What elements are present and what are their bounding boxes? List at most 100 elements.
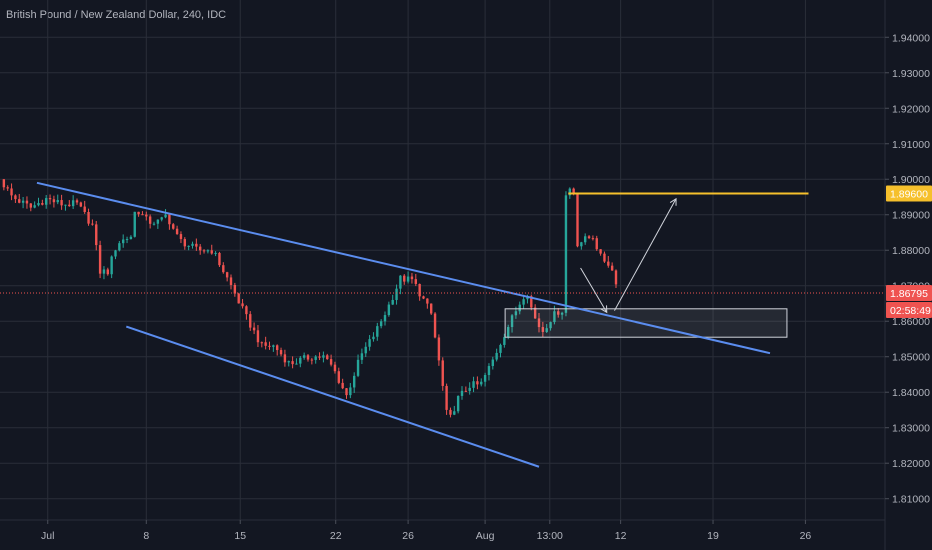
candle-body bbox=[533, 307, 537, 319]
candle-body bbox=[468, 387, 471, 391]
candle-body bbox=[426, 298, 429, 304]
candle-body bbox=[87, 211, 90, 224]
candle-body bbox=[256, 330, 260, 343]
candle-body bbox=[403, 275, 406, 282]
candle-body bbox=[79, 202, 83, 207]
time-axis[interactable]: Jul 8 15 22 26 Aug 13:00 12 19 26 bbox=[41, 520, 811, 542]
candle-body bbox=[71, 200, 75, 207]
candle-body bbox=[322, 355, 325, 358]
candle-body bbox=[168, 214, 171, 225]
y-tick-label: 1.90000 bbox=[892, 174, 930, 186]
candle-body bbox=[106, 269, 109, 275]
candle-body bbox=[264, 342, 267, 346]
candle-body bbox=[491, 359, 494, 367]
candle-body bbox=[483, 374, 487, 382]
candle-body bbox=[537, 318, 541, 328]
candle-body bbox=[383, 315, 387, 322]
candle-body bbox=[549, 322, 552, 329]
candle-body bbox=[560, 312, 564, 315]
annotations[interactable] bbox=[0, 181, 885, 468]
candle-body bbox=[580, 242, 583, 247]
upper-trendline bbox=[36, 181, 771, 355]
candle-body bbox=[241, 303, 244, 307]
candle-body bbox=[568, 188, 571, 196]
x-tick-label: 8 bbox=[143, 530, 149, 542]
candle-body bbox=[460, 390, 464, 396]
price-axis[interactable]: 1.94000 1.93000 1.92000 1.91000 1.90000 1.890… bbox=[885, 32, 930, 506]
candle-body bbox=[95, 224, 98, 246]
candle-body bbox=[557, 311, 560, 315]
candle-body bbox=[2, 179, 6, 188]
x-tick-label: Aug bbox=[476, 530, 495, 542]
candle-body bbox=[41, 203, 44, 205]
candle-body bbox=[91, 223, 94, 225]
candle-body bbox=[45, 198, 48, 205]
candle-body bbox=[430, 303, 433, 314]
candle-body bbox=[160, 217, 163, 220]
candle-body bbox=[52, 199, 56, 203]
candle-body bbox=[449, 409, 452, 415]
candle-body bbox=[522, 299, 525, 305]
candle-body bbox=[326, 355, 329, 360]
candle-body bbox=[379, 321, 383, 327]
candle-body bbox=[360, 353, 364, 360]
candle-body bbox=[29, 203, 32, 208]
candle-body bbox=[118, 243, 121, 251]
candle-body bbox=[480, 381, 483, 385]
candle-body bbox=[141, 214, 144, 216]
y-tick-label: 1.94000 bbox=[892, 32, 930, 44]
candle-body bbox=[21, 200, 25, 203]
last-price-label-text: 1.86795 bbox=[890, 288, 928, 300]
candle-body bbox=[75, 200, 79, 203]
candle-body bbox=[422, 296, 425, 299]
candle-body bbox=[503, 337, 506, 345]
y-tick-label: 1.81000 bbox=[892, 494, 930, 506]
y-tick-label: 1.91000 bbox=[892, 139, 930, 151]
candle-body bbox=[614, 270, 618, 285]
candle-body bbox=[233, 284, 237, 294]
candle-body bbox=[564, 195, 568, 313]
candle-body bbox=[295, 363, 298, 365]
candle-body bbox=[122, 239, 125, 244]
x-tick-label: 19 bbox=[707, 530, 719, 542]
candle-body bbox=[514, 311, 518, 316]
candle-body bbox=[518, 304, 521, 312]
candle-body bbox=[252, 327, 256, 331]
candle-body bbox=[487, 366, 491, 375]
candle-body bbox=[125, 239, 129, 241]
candle-body bbox=[64, 204, 67, 206]
candle-body bbox=[472, 381, 475, 388]
candle-body bbox=[599, 249, 602, 254]
candle-body bbox=[364, 346, 367, 354]
candle-body bbox=[345, 388, 348, 396]
candle-body bbox=[164, 214, 167, 218]
candle-body bbox=[156, 219, 160, 224]
candle-body bbox=[349, 387, 352, 396]
countdown-label-text: 02:58:49 bbox=[890, 305, 931, 317]
candle-body bbox=[218, 252, 221, 266]
candle-body bbox=[545, 328, 548, 332]
candle-body bbox=[603, 253, 606, 262]
resistance-price-label-text: 1.89600 bbox=[890, 188, 928, 200]
candle-body bbox=[333, 364, 337, 372]
candle-body bbox=[37, 203, 40, 206]
candle-body bbox=[584, 236, 587, 243]
candle-body bbox=[399, 275, 402, 289]
candle-body bbox=[279, 350, 283, 355]
candle-body bbox=[195, 243, 198, 247]
x-tick-label: 15 bbox=[234, 530, 246, 542]
candle-body bbox=[414, 279, 417, 284]
candle-body bbox=[83, 206, 86, 212]
candle-body bbox=[102, 269, 106, 274]
lower-trendline bbox=[125, 325, 540, 468]
candle-body bbox=[202, 250, 206, 252]
candle-body bbox=[179, 234, 183, 240]
candle-body bbox=[33, 205, 36, 208]
candle-body bbox=[387, 304, 391, 316]
candle-body bbox=[110, 256, 113, 275]
candle-body bbox=[391, 299, 394, 305]
candle-body bbox=[214, 252, 217, 254]
candle-body bbox=[260, 342, 263, 344]
y-tick-label: 1.82000 bbox=[892, 458, 930, 470]
